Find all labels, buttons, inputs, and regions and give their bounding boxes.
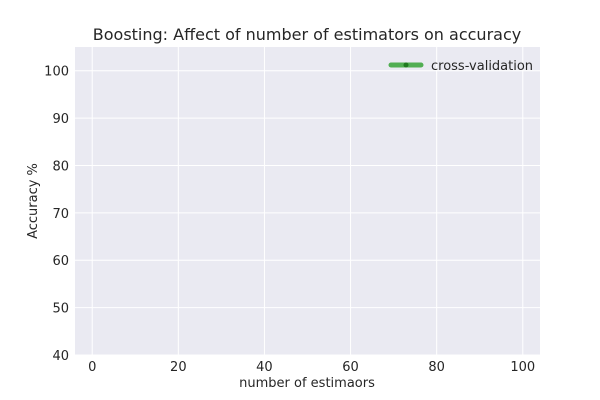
legend-label-cross-validation: cross-validation	[431, 59, 533, 74]
y-tick-label: 40	[52, 349, 69, 364]
y-tick-label: 60	[52, 254, 69, 269]
legend: cross-validation	[388, 59, 533, 74]
y-axis-label: Accuracy %	[26, 163, 41, 239]
y-axis-ticks: 40 50 60 70 80 90 100	[44, 65, 69, 364]
legend-marker-cross-validation	[403, 62, 409, 68]
x-axis-label: number of estimaors	[239, 376, 375, 391]
x-axis-ticks: 0 20 40 60 80 100	[88, 360, 535, 375]
x-tick-label: 20	[170, 360, 187, 375]
y-tick-label: 50	[52, 302, 69, 317]
x-tick-label: 60	[342, 360, 359, 375]
y-tick-label: 80	[52, 159, 69, 174]
x-tick-label: 0	[88, 360, 96, 375]
x-tick-label: 40	[256, 360, 273, 375]
grid	[75, 47, 540, 356]
y-tick-label: 100	[44, 65, 69, 80]
y-tick-label: 70	[52, 207, 69, 222]
chart-title: Boosting: Affect of number of estimators…	[93, 25, 521, 44]
x-tick-label: 80	[428, 360, 445, 375]
y-tick-label: 90	[52, 112, 69, 127]
plot-area	[75, 47, 540, 355]
x-tick-label: 100	[510, 360, 535, 375]
